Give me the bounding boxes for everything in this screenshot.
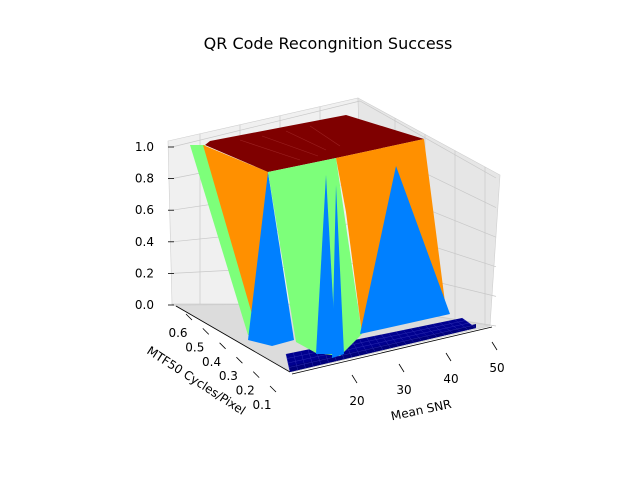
y-tick-mark [202,328,210,335]
y-tick-mark [236,356,243,364]
surface-orange-left [203,145,268,335]
chart-title: QR Code Recongnition Success [204,34,453,53]
x-axis-label: Mean SNR [390,397,453,423]
floor-stripe [287,322,470,364]
y-tick-mark [219,342,226,350]
surface-blue-spike-mid [316,175,336,354]
z-tick-label: 0.0 [135,298,154,312]
z-tick-label: 0.4 [135,235,154,249]
y-tick-label: 0.4 [202,355,221,369]
surface-top-red [205,115,424,172]
z-tick-label: 0.8 [135,172,154,186]
y-tick-mark [269,385,277,393]
surface-mesh [190,115,477,373]
y-axis: 0.60.50.40.30.20.1 [168,305,291,412]
x-tick-label: 20 [349,394,364,408]
surface-floor-stripes [285,317,477,373]
z-tick-label: 1.0 [135,140,154,154]
y-tick-label: 0.2 [236,384,255,398]
surface-floor-band-edge [290,324,476,372]
x-tick-label: 40 [443,372,458,386]
x-tick-mark [445,352,452,362]
y-tick-label: 0.6 [168,326,187,340]
z-tick-label: 0.6 [135,203,154,217]
z-gridline-right [359,100,497,179]
surface-top-lines [239,125,341,161]
z-tick-label: 0.2 [135,266,154,280]
y-tick-label: 0.5 [185,340,204,354]
x-tick-mark [351,374,358,384]
x-axis-line [291,326,493,375]
y-tick-mark [185,313,193,321]
x-tick-label: 30 [396,383,411,397]
y-tick-mark [252,371,260,378]
z-axis: 0.0 0.2 0.4 0.6 0.8 1.0 [135,140,174,312]
floor-stripe [288,325,473,368]
y-axis-line [175,305,291,373]
x-tick-mark [398,363,405,373]
z-gridline-left [171,100,361,148]
surface-blue-spike-right [360,166,450,334]
x-axis: 20 30 40 50 [291,326,505,408]
x-tick-mark [491,341,498,351]
x-tick-label: 50 [489,361,504,375]
surface-blue-spike-mid2 [332,185,344,358]
surface-blue-spike-left [248,172,294,346]
y-tick-label: 0.1 [252,398,271,412]
y-tick-label: 0.3 [219,369,238,383]
